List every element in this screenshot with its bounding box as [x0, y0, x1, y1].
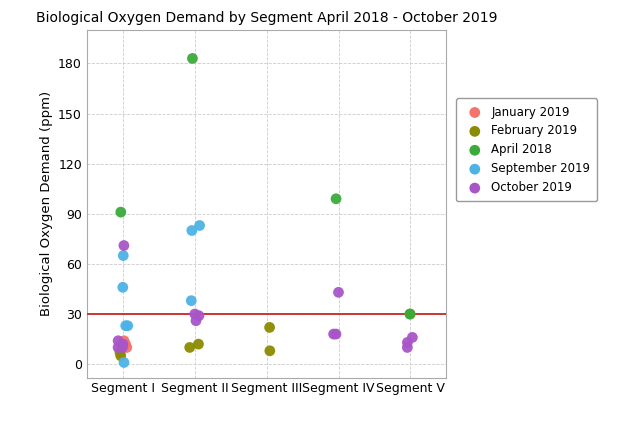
Point [190, 311, 200, 317]
Point [113, 344, 123, 351]
Legend: January 2019, February 2019, April 2018, September 2019, October 2019: January 2019, February 2019, April 2018,… [456, 99, 598, 201]
Point [113, 337, 123, 344]
Point [187, 227, 197, 234]
Point [194, 312, 204, 319]
Point [405, 311, 415, 317]
Point [193, 341, 203, 347]
Point [402, 339, 412, 346]
Point [402, 344, 412, 351]
Y-axis label: Biological Oxygen Demand (ppm): Biological Oxygen Demand (ppm) [40, 91, 53, 316]
Point [118, 341, 128, 347]
Point [329, 331, 339, 338]
Point [265, 347, 275, 354]
Point [187, 55, 197, 62]
Title: Biological Oxygen Demand by Segment April 2018 - October 2019: Biological Oxygen Demand by Segment Apri… [36, 11, 497, 25]
Point [191, 317, 201, 324]
Point [119, 359, 129, 366]
Point [407, 334, 417, 341]
Point [118, 252, 128, 259]
Point [185, 344, 195, 351]
Point [123, 322, 133, 329]
Point [195, 222, 205, 229]
Point [117, 344, 127, 351]
Point [331, 195, 341, 202]
Point [118, 284, 128, 291]
Point [116, 352, 126, 359]
Point [122, 344, 131, 351]
Point [119, 337, 129, 344]
Point [121, 322, 131, 329]
Point [116, 208, 126, 215]
Point [120, 341, 130, 347]
Point [115, 349, 125, 356]
Point [119, 242, 129, 249]
Point [265, 324, 275, 331]
Point [331, 331, 341, 338]
Point [334, 289, 343, 296]
Point [186, 297, 196, 304]
Point [405, 311, 415, 317]
